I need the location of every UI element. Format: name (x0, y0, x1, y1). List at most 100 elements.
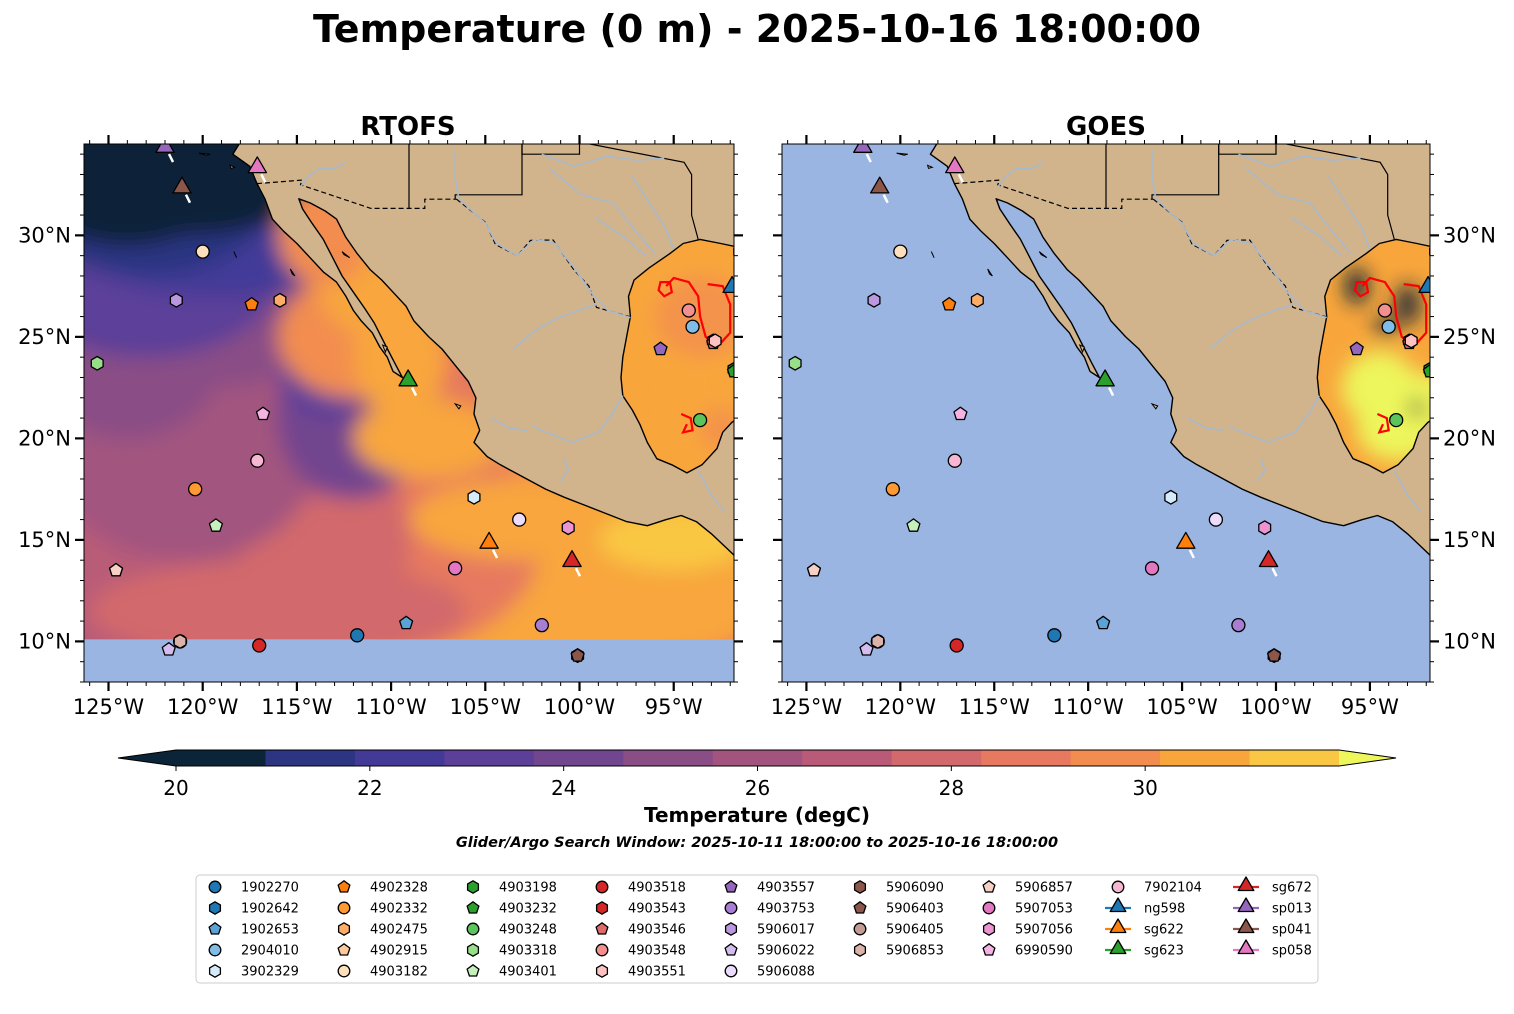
argo-marker-4903401 (906, 518, 921, 532)
colorbar-segment (891, 750, 982, 766)
glider-track (410, 386, 418, 397)
legend-item: 3902329 (208, 964, 299, 980)
legend-item: 4903557 (724, 880, 815, 896)
island (1078, 344, 1086, 354)
argo-marker-1902642 (1429, 247, 1430, 256)
colorbar-tick-label: 22 (357, 776, 382, 800)
glider-track (736, 294, 740, 302)
x-tick-label: 110°W (355, 695, 427, 719)
legend-marker (337, 922, 351, 936)
legend-marker (466, 943, 480, 957)
sst-patch (1409, 399, 1425, 417)
legend-marker (595, 964, 609, 978)
legend-item: 2904010 (208, 944, 299, 959)
argo-marker-4903318 (90, 355, 104, 371)
us-mexico-border (256, 179, 457, 209)
legend-item: sg623 (1105, 939, 1184, 959)
argo-marker-6990590 (255, 406, 271, 421)
river-line (631, 176, 675, 250)
y-tick-label: 15°N (18, 528, 71, 552)
x-tick-label: 100°W (544, 695, 616, 719)
x-tick-label: 95°W (1341, 695, 1399, 719)
river-line (560, 458, 570, 482)
legend-label: 4902915 (370, 944, 428, 959)
legend-item: 1902653 (208, 922, 299, 938)
legend-item: 5906403 (853, 901, 944, 917)
glider-marker-ng598 (722, 275, 734, 294)
argo-marker-4902475 (273, 292, 287, 308)
argo-marker-4903557 (653, 341, 668, 356)
legend-marker (1237, 897, 1255, 913)
argo-marker-5906853 (871, 633, 885, 649)
legend-marker (337, 964, 351, 978)
legend-label: 4902332 (370, 902, 428, 917)
legend-label: sp041 (1272, 923, 1312, 938)
colorbar-segment (802, 750, 893, 766)
legend-marker (337, 943, 351, 956)
legend-marker (982, 922, 996, 936)
glider-marker-sp041 (172, 176, 192, 194)
legend-item: 4902915 (337, 943, 428, 959)
legend-label: 4903182 (370, 965, 428, 980)
island (198, 152, 211, 156)
legend-item: 5906853 (853, 943, 944, 959)
legend-marker (1109, 918, 1127, 934)
colorbar-outline (117, 749, 1397, 767)
observation-markers (90, 144, 740, 664)
island (453, 402, 462, 410)
legend-label: 5906088 (757, 965, 815, 980)
glider-marker-sg623 (398, 369, 418, 387)
legend-label: 4903551 (628, 965, 686, 980)
legend-label: 5906857 (1015, 881, 1073, 896)
legend-label: 1902642 (241, 902, 299, 917)
legend-marker (724, 880, 738, 893)
legend-label: sg623 (1144, 944, 1184, 959)
y-tick-label: 20°N (1443, 426, 1496, 450)
contour-line (680, 412, 694, 434)
legend-item: 4903546 (595, 922, 686, 938)
legend-label: 2904010 (241, 944, 299, 959)
legend-item: 5906405 (853, 923, 944, 938)
legend: 1902270 1902642 1902653 2904010 3902329 49023… (195, 874, 1319, 984)
legend-marker (1237, 918, 1255, 934)
legend-item: 4903551 (595, 964, 686, 980)
river-line (1327, 176, 1371, 250)
legend-item: 4903543 (595, 901, 686, 917)
legend-item: sg672 (1233, 876, 1312, 896)
mainland-coast (929, 144, 1430, 557)
contour-line (1353, 281, 1370, 298)
sst-patch (353, 397, 505, 479)
river-line (1238, 153, 1361, 168)
legend-label: 5906090 (886, 881, 944, 896)
river-line (1228, 395, 1320, 444)
legend-marker (982, 901, 996, 915)
argo-marker-5906853 (173, 633, 187, 649)
argo-marker-4903518 (252, 638, 267, 653)
legend-marker (595, 943, 609, 957)
glider-marker-sg672 (1258, 550, 1279, 568)
sst-patch (1341, 351, 1417, 425)
x-tick-label: 125°W (73, 695, 145, 719)
sst-patch (1396, 284, 1419, 325)
argo-marker-5906857 (806, 562, 822, 577)
river-line (1187, 417, 1224, 432)
legend-label: 5906405 (886, 923, 944, 938)
river-line (1245, 167, 1352, 255)
legend-label: 7902104 (1144, 881, 1202, 896)
legend-item: sp058 (1233, 939, 1312, 959)
colorbar-segment (176, 750, 267, 766)
argo-marker-4903248 (692, 412, 708, 428)
legend-marker (208, 901, 222, 915)
island (289, 268, 296, 277)
river-line (697, 470, 726, 513)
legend-label: 4902475 (370, 923, 428, 938)
argo-marker-4902328 (942, 296, 957, 311)
legend-label: 4903198 (499, 881, 557, 896)
legend-item: 4903401 (466, 964, 557, 980)
river-line (1290, 216, 1343, 257)
argo-marker-4903182 (893, 244, 908, 259)
colorbar-tick-label: 28 (939, 776, 964, 800)
argo-marker-4903401 (208, 518, 224, 532)
colorbar-label: Temperature (degC) (644, 803, 870, 827)
argo-marker-5907053 (1144, 561, 1160, 576)
